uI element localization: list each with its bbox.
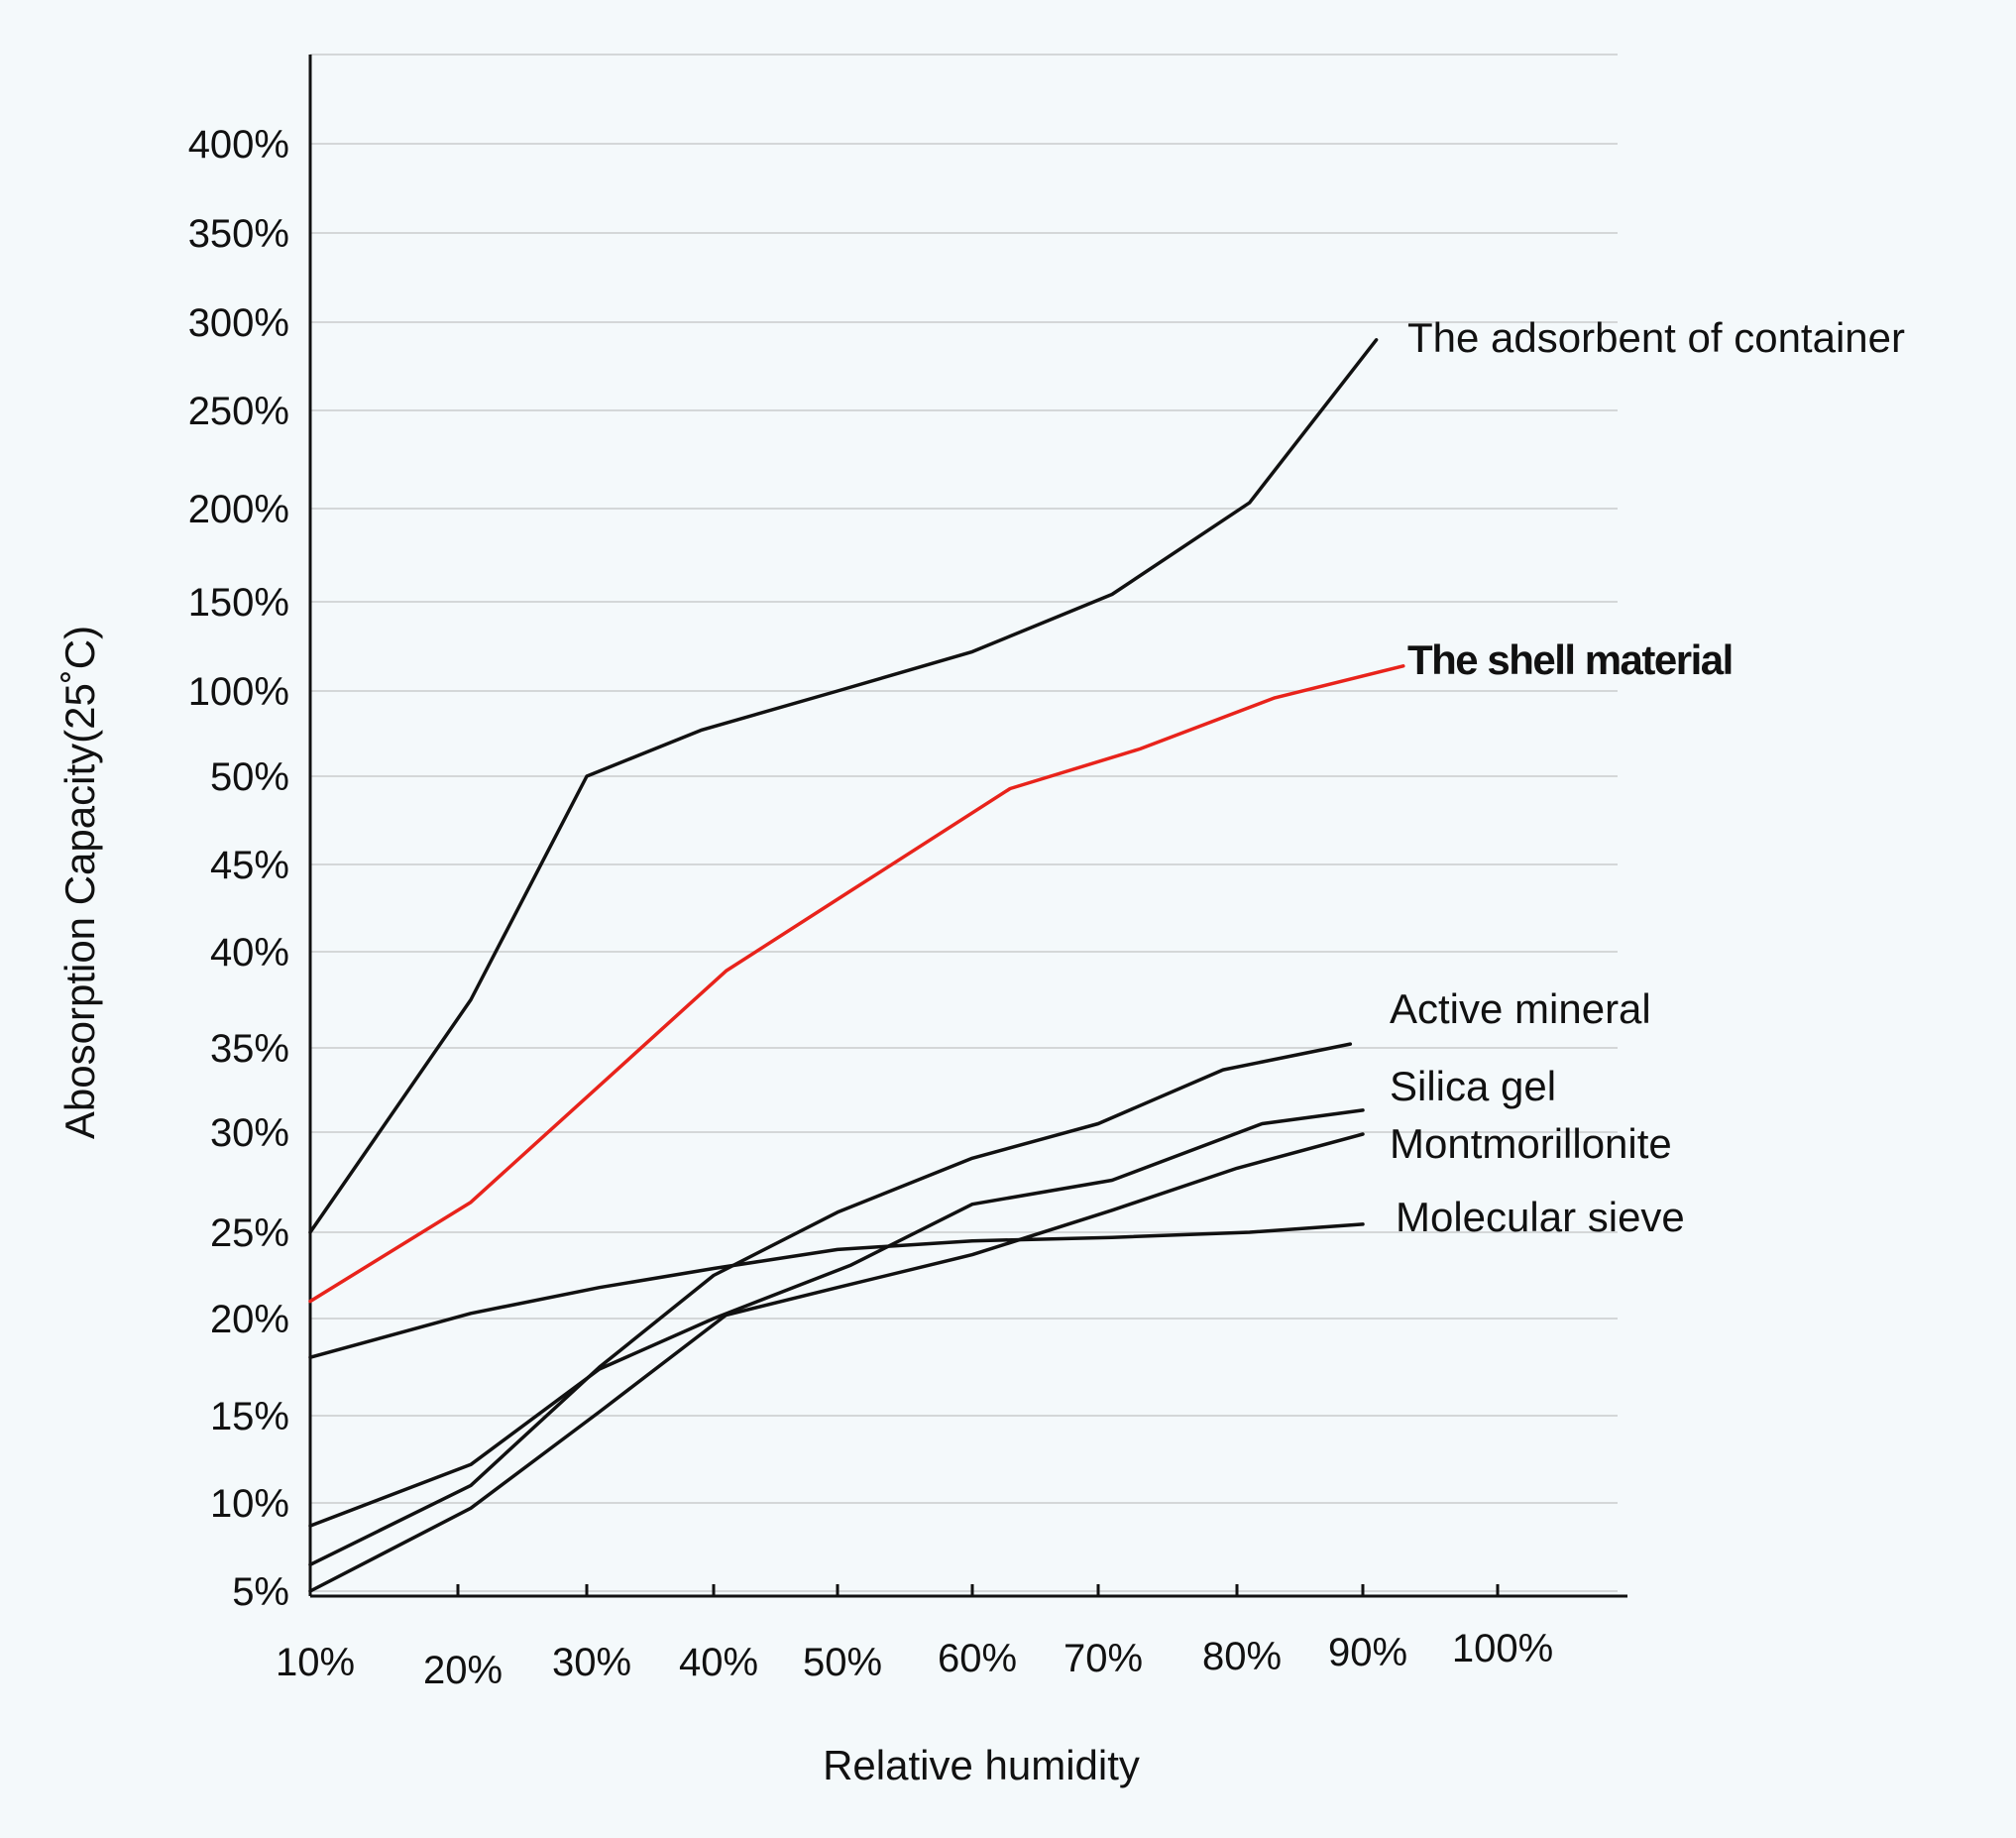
x-axis-title: Relative humidity bbox=[823, 1742, 1140, 1788]
gridlines bbox=[310, 54, 1618, 1592]
series-lines bbox=[308, 338, 1405, 1593]
x-tick-label: 50% bbox=[803, 1641, 882, 1684]
y-tick-label: 200% bbox=[188, 488, 289, 531]
series-line-2 bbox=[308, 664, 1405, 1304]
series-label: Active mineral bbox=[1390, 985, 1651, 1032]
series-line-5 bbox=[308, 1132, 1365, 1593]
series-label: The adsorbent of container bbox=[1407, 314, 1905, 361]
series-line-6 bbox=[308, 1222, 1365, 1359]
series-labels: The adsorbent of container The shell mate… bbox=[1390, 314, 1905, 1240]
series-line-3 bbox=[308, 1042, 1353, 1567]
x-tick-label: 30% bbox=[552, 1641, 631, 1684]
y-tick-labels: 5% 10% 15% 20% 25% 30% 35% 40% 45% 50% 100% 150% 200… bbox=[188, 123, 289, 1614]
y-tick-label: 10% bbox=[210, 1482, 289, 1526]
y-tick-label: 20% bbox=[210, 1298, 289, 1341]
x-tick-label: 100% bbox=[1452, 1627, 1553, 1670]
series-label: The shell material bbox=[1407, 636, 1733, 683]
y-tick-label: 40% bbox=[210, 931, 289, 975]
y-tick-label: 50% bbox=[210, 755, 289, 799]
y-tick-label: 150% bbox=[188, 581, 289, 625]
y-axis-title: Abosorption Capacity(25˚C) bbox=[56, 626, 103, 1139]
y-tick-label: 45% bbox=[210, 844, 289, 887]
axes bbox=[308, 55, 1627, 1598]
y-tick-label: 30% bbox=[210, 1111, 289, 1155]
y-tick-label: 5% bbox=[232, 1570, 289, 1614]
x-tick-labels: 10% 20% 30% 40% 50% 60% 70% 80% 90% 100% bbox=[276, 1584, 1553, 1692]
series-line-4 bbox=[308, 1108, 1365, 1528]
x-tick-label: 40% bbox=[679, 1641, 758, 1684]
x-tick-label: 20% bbox=[423, 1649, 503, 1692]
x-tick-label: 10% bbox=[276, 1641, 355, 1684]
x-tick-label: 80% bbox=[1202, 1635, 1282, 1678]
x-tick-label: 60% bbox=[938, 1637, 1017, 1680]
x-tick-label: 90% bbox=[1328, 1631, 1407, 1674]
y-tick-label: 300% bbox=[188, 301, 289, 345]
series-line-1 bbox=[308, 338, 1379, 1234]
x-tick-label: 70% bbox=[1064, 1637, 1143, 1680]
y-tick-label: 250% bbox=[188, 390, 289, 433]
y-tick-label: 100% bbox=[188, 670, 289, 714]
y-tick-label: 400% bbox=[188, 123, 289, 167]
y-tick-label: 15% bbox=[210, 1395, 289, 1438]
y-tick-label: 35% bbox=[210, 1027, 289, 1071]
series-label: Silica gel bbox=[1390, 1063, 1556, 1109]
y-tick-label: 25% bbox=[210, 1211, 289, 1255]
series-label: Molecular sieve bbox=[1396, 1194, 1685, 1240]
series-label: Montmorillonite bbox=[1390, 1120, 1672, 1167]
y-tick-label: 350% bbox=[188, 212, 289, 256]
